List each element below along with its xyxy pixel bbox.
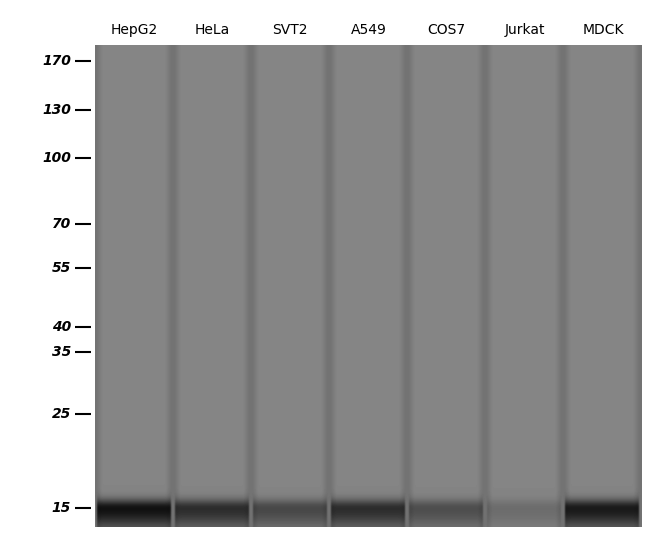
Text: 15: 15 [52,501,71,515]
Text: 130: 130 [42,103,71,117]
Text: HeLa: HeLa [194,23,230,37]
Text: MDCK: MDCK [582,23,624,37]
Text: HepG2: HepG2 [111,23,158,37]
Text: SVT2: SVT2 [272,23,308,37]
Text: A549: A549 [350,23,387,37]
Text: 100: 100 [42,152,71,165]
Text: 70: 70 [52,217,71,231]
Text: 170: 170 [42,53,71,67]
Text: 25: 25 [52,407,71,421]
Text: 55: 55 [52,261,71,275]
Text: COS7: COS7 [428,23,465,37]
Text: 40: 40 [52,320,71,334]
Text: 35: 35 [52,345,71,359]
Text: Jurkat: Jurkat [504,23,545,37]
